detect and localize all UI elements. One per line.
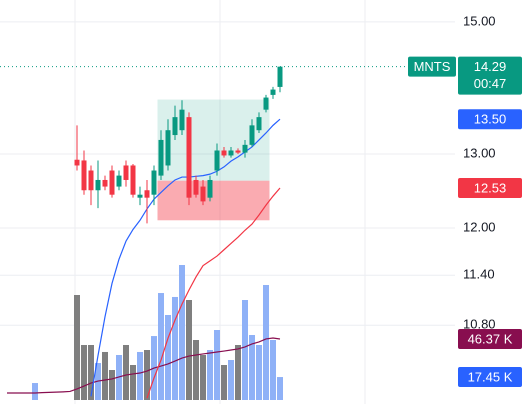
volume-bar: [130, 365, 136, 400]
volume-bar: [158, 293, 164, 400]
candle-body: [235, 150, 241, 153]
volume-bar: [256, 345, 262, 400]
volume-bar: [109, 370, 115, 400]
candle-body: [116, 175, 122, 187]
candle-body: [277, 66, 283, 87]
y-tick-label: 10.80: [463, 317, 496, 332]
candle-body: [165, 130, 171, 166]
candle-body: [81, 160, 87, 191]
price-tag: [458, 178, 522, 199]
candle-body: [158, 139, 164, 176]
plot: [0, 21, 455, 400]
volume-bar: [207, 350, 213, 400]
symbol-label: MNTS: [414, 59, 451, 74]
volume-bar: [270, 340, 276, 400]
volume-bar: [172, 296, 178, 400]
last-price-tag: [458, 56, 522, 95]
candle-body: [256, 117, 262, 131]
volume-bar: [193, 340, 199, 400]
candle-body: [109, 170, 115, 195]
price-tag: [458, 367, 522, 388]
countdown-label: 00:47: [474, 76, 507, 91]
price-tag: [458, 109, 522, 130]
candle-body: [123, 165, 129, 180]
line: [90, 118, 281, 397]
candle-body: [137, 194, 143, 198]
candle-body: [74, 159, 80, 166]
volume-bar: [242, 300, 248, 400]
candle-body: [151, 170, 157, 195]
volume-bar: [88, 345, 94, 400]
candle-body: [270, 89, 276, 95]
volume-bar: [200, 355, 206, 400]
candle-body: [172, 117, 178, 136]
y-tick-label: 13.00: [463, 145, 496, 160]
price-tag-label: 13.50: [474, 112, 507, 127]
candle-body: [179, 109, 185, 131]
last-price-label: 14.29: [474, 59, 507, 74]
candle-body: [207, 179, 213, 198]
volume-bar: [32, 383, 38, 400]
candle-body: [263, 97, 269, 110]
candle-body: [249, 125, 255, 145]
volume-bar: [263, 285, 269, 400]
candle-body: [102, 179, 108, 187]
candle-body: [186, 117, 192, 198]
volume-bar: [214, 330, 220, 400]
volume-bar: [81, 345, 87, 400]
volume-bar: [179, 265, 185, 400]
candle-body: [221, 150, 227, 156]
candle-body: [144, 190, 150, 198]
volume-bar: [144, 350, 150, 400]
y-tick-label: 12.00: [463, 219, 496, 234]
volume-bar: [186, 300, 192, 400]
volume-bar: [102, 351, 108, 400]
volume-bar: [165, 315, 171, 400]
position-loss: [157, 180, 270, 221]
price-tag-label: 46.37 K: [468, 331, 513, 346]
candle-body: [200, 186, 206, 202]
candle-body: [95, 179, 101, 191]
candle-body: [193, 179, 199, 195]
candle-body: [228, 150, 234, 156]
volume-bar: [235, 345, 241, 400]
candle-body: [214, 150, 220, 171]
volume-bar: [137, 351, 143, 400]
volume-bar: [249, 335, 255, 400]
symbol-tag: [408, 56, 456, 77]
price-tag-label: 12.53: [474, 180, 507, 195]
candle-body: [88, 170, 94, 191]
line: [146, 187, 281, 399]
volume-bar: [74, 295, 80, 400]
candle-body: [242, 144, 248, 153]
price-tag-label: 17.45 K: [468, 369, 513, 384]
y-tick-label: 11.40: [463, 267, 495, 282]
y-tick-label: 15.00: [463, 13, 496, 28]
candle-body: [130, 165, 136, 195]
volume-bar: [221, 365, 227, 400]
volume-bar: [228, 360, 234, 400]
volume-bar: [123, 345, 129, 400]
volume-bar: [277, 377, 283, 400]
price-tag: [458, 328, 522, 349]
line: [7, 337, 281, 394]
